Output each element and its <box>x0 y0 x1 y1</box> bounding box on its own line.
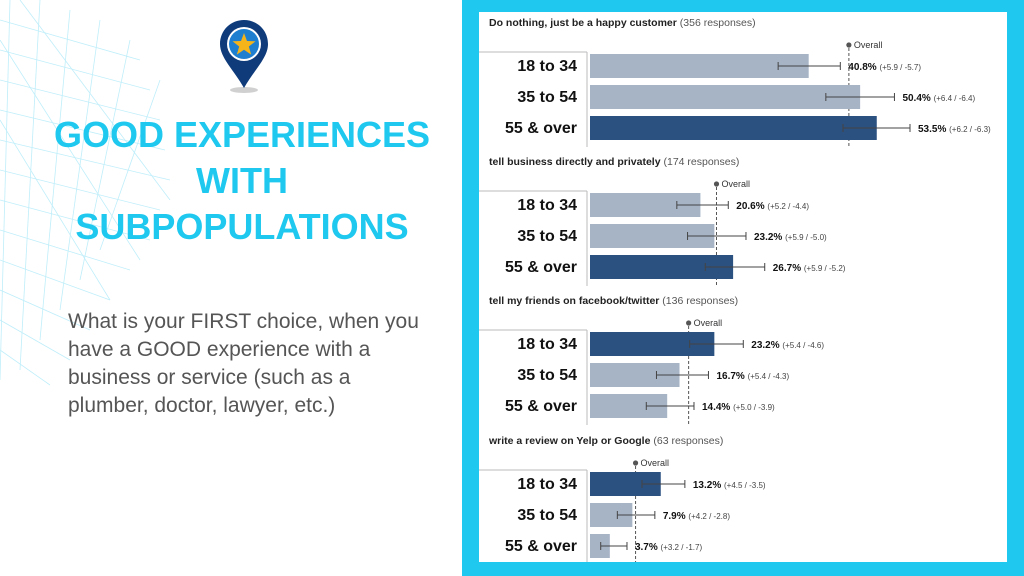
chart-panel: Do nothing, just be a happy customer (35… <box>462 0 1024 576</box>
data-label: 13.2% (+4.5 / -3.5) <box>693 480 766 491</box>
chart-title: Do nothing, just be a happy customer (35… <box>489 17 756 29</box>
category-label: 55 & over <box>505 398 577 415</box>
overall-marker <box>686 320 692 326</box>
data-label: 7.9% (+4.2 / -2.8) <box>663 511 730 522</box>
category-label: 55 & over <box>505 259 577 276</box>
bar-charts: Do nothing, just be a happy customer (35… <box>479 17 991 562</box>
wireframe-decoration <box>0 0 171 386</box>
category-label: 55 & over <box>505 120 577 137</box>
overall-label: Overall <box>641 458 670 468</box>
data-label: 50.4% (+6.4 / -6.4) <box>902 93 975 104</box>
data-label: 40.8% (+5.9 / -5.7) <box>848 62 921 73</box>
data-label: 23.2% (+5.4 / -4.6) <box>751 340 824 351</box>
data-label: 26.7% (+5.9 / -5.2) <box>773 263 846 274</box>
category-label: 35 to 54 <box>517 89 577 106</box>
category-label: 18 to 34 <box>517 197 577 214</box>
chart-canvas: Do nothing, just be a happy customer (35… <box>479 12 1007 562</box>
overall-marker <box>846 42 852 48</box>
data-label: 3.7% (+3.2 / -1.7) <box>635 542 702 553</box>
data-label: 53.5% (+6.2 / -6.3) <box>918 124 991 135</box>
category-label: 35 to 54 <box>517 367 577 384</box>
chart-title: write a review on Yelp or Google (63 res… <box>488 435 723 447</box>
bar <box>590 534 610 558</box>
overall-label: Overall <box>854 40 883 50</box>
overall-label: Overall <box>694 318 723 328</box>
data-label: 23.2% (+5.9 / -5.0) <box>754 232 827 243</box>
category-label: 18 to 34 <box>517 58 577 75</box>
category-label: 35 to 54 <box>517 507 577 524</box>
map-pin-star-icon <box>220 20 268 93</box>
data-label: 14.4% (+5.0 / -3.9) <box>702 402 775 413</box>
chart-title: tell my friends on facebook/twitter (136… <box>489 295 738 307</box>
category-label: 35 to 54 <box>517 228 577 245</box>
data-label: 20.6% (+5.2 / -4.4) <box>736 201 809 212</box>
overall-label: Overall <box>721 179 750 189</box>
category-label: 18 to 34 <box>517 476 577 493</box>
page-title: GOOD EXPERIENCES WITH SUBPOPULATIONS <box>53 114 431 247</box>
bar <box>590 54 809 78</box>
survey-question: What is your FIRST choice, when you have… <box>68 310 419 417</box>
overall-marker <box>713 181 720 187</box>
chart-title: tell business directly and privately (17… <box>489 156 739 168</box>
category-label: 18 to 34 <box>517 336 577 353</box>
bar <box>590 85 861 109</box>
data-label: 16.7% (+5.4 / -4.3) <box>716 371 789 382</box>
overall-marker <box>632 460 639 466</box>
category-label: 55 & over <box>505 538 577 555</box>
bar <box>590 116 877 140</box>
